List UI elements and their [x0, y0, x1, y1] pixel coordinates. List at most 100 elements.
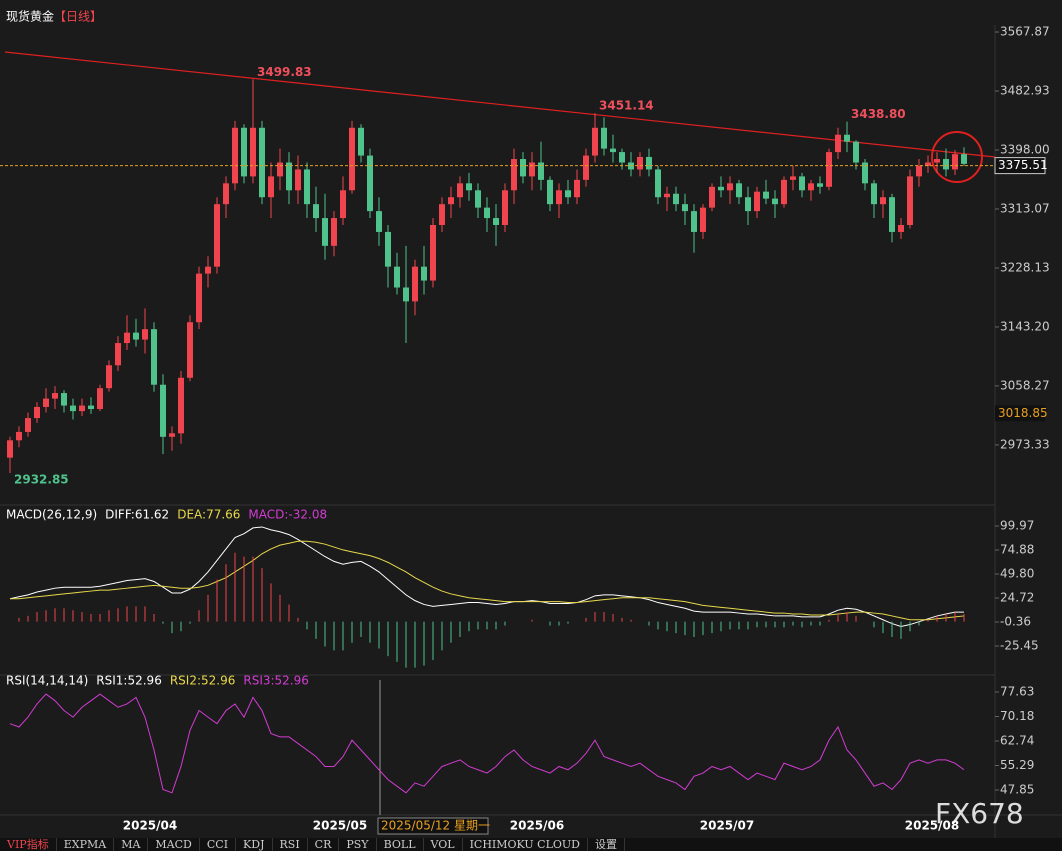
- candle-body: [223, 183, 229, 205]
- candle-body: [673, 193, 679, 205]
- candle-body: [925, 162, 931, 166]
- toolbar-item[interactable]: PSY: [339, 838, 377, 851]
- y-tick-label: 99.97: [1000, 519, 1034, 533]
- candle-body: [790, 176, 796, 180]
- toolbar-item[interactable]: MACD: [148, 838, 200, 851]
- candle-body: [907, 176, 913, 225]
- toolbar-item[interactable]: KDJ: [236, 838, 273, 851]
- toolbar-item[interactable]: CR: [308, 838, 340, 851]
- peak-label: 3499.83: [257, 65, 312, 79]
- candle-body: [304, 169, 310, 205]
- candle-body: [898, 225, 904, 232]
- x-label: 2025/05: [313, 819, 367, 833]
- toolbar-item[interactable]: CCI: [200, 838, 237, 851]
- y-tick-label: 3058.27: [1000, 378, 1050, 392]
- candle-body: [142, 329, 148, 340]
- y-tick-label: 74.88: [1000, 543, 1034, 557]
- candle-body: [232, 127, 238, 184]
- candle-body: [682, 204, 688, 212]
- candle-body: [367, 155, 373, 212]
- y-tick-label: 3143.20: [1000, 319, 1050, 333]
- toolbar-item[interactable]: ICHIMOKU CLOUD: [463, 838, 588, 851]
- y-tick-label: 3313.07: [1000, 201, 1050, 215]
- candle-body: [772, 198, 778, 205]
- peak-label: 3451.14: [599, 99, 654, 113]
- toolbar-item[interactable]: VIP指标: [0, 838, 57, 851]
- candle-body: [439, 204, 445, 225]
- legend-entry: RSI3:52.96: [243, 674, 309, 688]
- candle-body: [646, 156, 652, 170]
- candle-body: [781, 179, 787, 205]
- candle-body: [934, 159, 940, 163]
- candle-body: [871, 183, 877, 205]
- candle-body: [286, 162, 292, 191]
- candle-body: [403, 287, 409, 302]
- crosshair-label: 2025/05/12 星期一: [381, 819, 490, 833]
- legend-entry: MACD:-32.08: [248, 508, 327, 522]
- candle-body: [637, 156, 643, 170]
- candle-body: [574, 179, 580, 198]
- candle-body: [79, 405, 85, 412]
- trend-line: [4, 51, 996, 158]
- candle-body: [412, 266, 418, 302]
- candle-body: [817, 183, 823, 187]
- candle-body: [664, 193, 670, 198]
- candle-body: [124, 332, 130, 344]
- toolbar-item[interactable]: EXPMA: [57, 838, 115, 851]
- crosshair-box: [377, 817, 489, 835]
- candle-body: [322, 218, 328, 246]
- candle-body: [394, 266, 400, 288]
- legend-entry: DEA:77.66: [177, 508, 240, 522]
- price-label: 3375.51: [998, 158, 1048, 172]
- toolbar-item[interactable]: MA: [114, 838, 149, 851]
- candle-body: [799, 176, 805, 191]
- x-label: 2025/06: [510, 819, 564, 833]
- candle-body: [313, 204, 319, 219]
- y-tick-label: 2973.33: [1000, 437, 1050, 451]
- indicator-line: [9, 693, 965, 794]
- candle-body: [34, 406, 40, 419]
- x-label: 2025/08: [905, 819, 959, 833]
- legend-entry: MACD(26,12,9): [6, 508, 97, 522]
- candle-body: [187, 322, 193, 378]
- candle-body: [592, 127, 598, 156]
- candle-body: [178, 377, 184, 434]
- y-tick-label: 3482.93: [1000, 84, 1050, 98]
- y-tick-label: -0.36: [1000, 615, 1031, 629]
- candle-body: [349, 127, 355, 191]
- candle-body: [277, 162, 283, 177]
- toolbar-item[interactable]: RSI: [273, 838, 308, 851]
- candle-body: [88, 405, 94, 410]
- price-box: [994, 157, 1046, 175]
- candle-body: [484, 207, 490, 219]
- candle-body: [106, 365, 112, 389]
- y-tick-label: 62.74: [1000, 734, 1034, 748]
- peak-label: 2932.85: [14, 473, 69, 487]
- candle-body: [259, 127, 265, 198]
- candle-body: [556, 190, 562, 205]
- candle-body: [169, 433, 175, 437]
- candle-body: [538, 162, 544, 180]
- legend-entry: RSI2:52.96: [170, 674, 236, 688]
- toolbar-item[interactable]: VOL: [424, 838, 463, 851]
- candle-body: [295, 169, 301, 191]
- candle-body: [961, 154, 967, 164]
- candle-body: [655, 169, 661, 198]
- candle-body: [763, 191, 769, 199]
- candle-body: [826, 152, 832, 187]
- period[interactable]: 【日线】: [54, 10, 102, 24]
- toolbar-item[interactable]: BOLL: [377, 838, 424, 851]
- candle-body: [61, 393, 67, 406]
- candle-body: [115, 343, 121, 366]
- candle-body: [430, 225, 436, 281]
- candle-body: [709, 186, 715, 208]
- toolbar-item[interactable]: 设置: [588, 838, 625, 851]
- candle-body: [160, 384, 166, 437]
- candle-body: [844, 134, 850, 142]
- y-tick-label: 77.63: [1000, 685, 1034, 699]
- title: 现货黄金: [6, 9, 54, 24]
- candle-body: [808, 183, 814, 191]
- candle-body: [610, 148, 616, 153]
